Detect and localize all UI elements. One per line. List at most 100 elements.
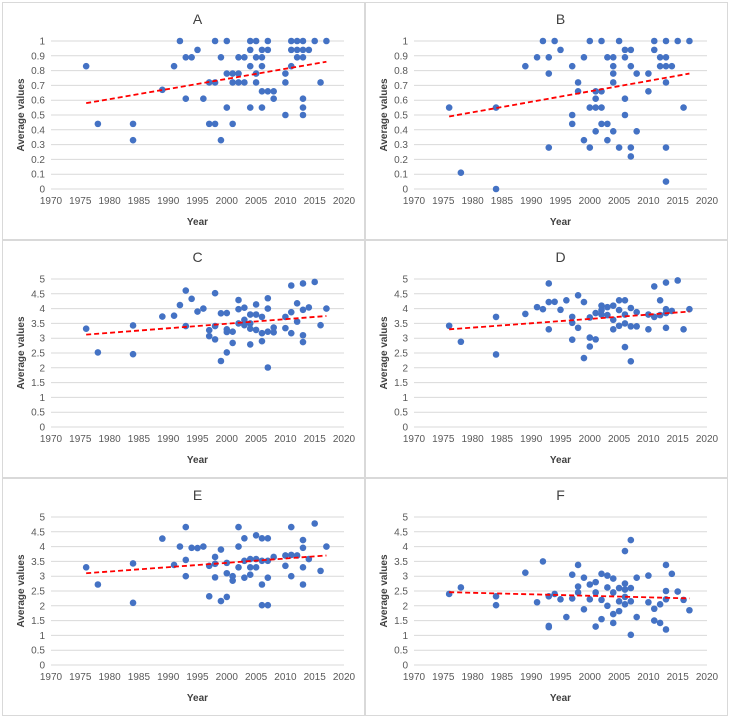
- data-point: [246, 311, 254, 318]
- data-point: [615, 607, 623, 615]
- data-point: [223, 349, 231, 356]
- scatter-chart-c: 0 0.5 1 1.5 2 2.5 3 3.5 4 4.5 5 1970 1975 1980 1985 199…: [16, 249, 356, 466]
- x-tick-label: 1990: [157, 434, 180, 445]
- x-tick-label: 1990: [520, 434, 543, 445]
- y-tick-label: 0.8: [31, 66, 45, 77]
- y-tick-label: 3: [39, 334, 45, 345]
- data-point: [235, 523, 242, 531]
- y-tick-label: 1: [402, 393, 408, 404]
- data-point: [264, 37, 272, 45]
- x-tick-label: 2015: [304, 196, 327, 207]
- trendline: [86, 554, 327, 575]
- chart-title: A: [193, 11, 203, 27]
- data-point: [129, 120, 137, 128]
- data-point: [217, 136, 225, 144]
- x-tick-label: 1970: [40, 196, 63, 207]
- y-tick-label: 4: [402, 542, 408, 553]
- y-tick-label: 0.5: [31, 646, 45, 657]
- data-point: [176, 37, 184, 45]
- y-tick-label: 4.5: [394, 289, 408, 300]
- x-tick-label: 2015: [667, 672, 690, 683]
- data-point: [492, 593, 500, 600]
- data-point: [159, 86, 166, 94]
- x-tick-label: 2000: [579, 196, 602, 207]
- trendline: [86, 315, 327, 336]
- data-point: [252, 301, 260, 308]
- data-point: [323, 37, 330, 45]
- y-tick-label: 0.5: [31, 408, 45, 419]
- data-point: [580, 298, 588, 306]
- data-point: [592, 336, 599, 343]
- data-point: [299, 53, 307, 61]
- y-tick-label: 2: [402, 601, 408, 612]
- x-tick-label: 2000: [216, 434, 239, 445]
- y-tick-label: 0.2: [394, 155, 408, 166]
- x-tick-label: 2005: [245, 672, 268, 683]
- chart-panel-b: 0 0.1 0.2 0.3 0.4 0.5 0.6 0.7 0.8 0.9 1 1970 1975 198…: [365, 2, 728, 240]
- data-point: [246, 37, 254, 45]
- y-tick-label: 4: [402, 304, 408, 315]
- data-point: [539, 558, 547, 565]
- data-point: [598, 615, 605, 623]
- y-tick-label: 2: [402, 363, 408, 374]
- data-point: [662, 53, 670, 61]
- data-point: [270, 95, 277, 103]
- data-point: [557, 46, 564, 54]
- y-tick-label: 0.4: [394, 125, 408, 136]
- data-point: [586, 343, 594, 350]
- data-point: [223, 559, 231, 567]
- data-point: [609, 610, 617, 618]
- data-point: [229, 339, 236, 347]
- data-point: [627, 153, 635, 160]
- data-point: [627, 631, 635, 639]
- data-point: [621, 343, 629, 351]
- data-point: [645, 70, 652, 77]
- x-tick-label: 2020: [696, 196, 719, 207]
- data-point: [282, 324, 289, 332]
- y-tick-label: 0.3: [394, 140, 408, 151]
- data-point: [299, 306, 307, 314]
- data-point: [258, 62, 266, 70]
- y-tick-label: 0.4: [31, 125, 45, 136]
- data-point: [258, 53, 266, 61]
- data-point: [293, 299, 301, 307]
- data-point: [287, 329, 295, 337]
- y-tick-label: 0.9: [394, 51, 408, 62]
- y-tick-label: 0: [402, 423, 408, 434]
- data-point: [270, 88, 277, 95]
- data-point: [299, 95, 307, 103]
- data-point: [621, 53, 629, 61]
- y-tick-label: 0: [39, 423, 45, 434]
- data-point: [686, 305, 693, 313]
- data-point: [574, 291, 582, 299]
- data-point: [299, 111, 307, 119]
- data-point: [621, 593, 629, 601]
- y-tick-label: 1: [39, 631, 45, 642]
- y-tick-label: 5: [402, 513, 408, 524]
- data-point: [662, 324, 670, 332]
- data-point: [615, 306, 623, 314]
- x-tick-label: 1995: [186, 672, 209, 683]
- data-point: [650, 617, 658, 624]
- data-point: [522, 310, 529, 318]
- data-point: [299, 581, 307, 588]
- data-point: [252, 37, 260, 45]
- data-point: [656, 62, 664, 70]
- data-point: [317, 321, 324, 329]
- data-point: [211, 336, 219, 343]
- x-tick-label: 1970: [40, 434, 63, 445]
- data-point: [609, 62, 617, 70]
- x-tick-label: 1990: [520, 672, 543, 683]
- data-point: [592, 309, 599, 317]
- data-point: [182, 53, 190, 61]
- data-point: [609, 127, 617, 135]
- data-point: [598, 104, 605, 111]
- data-point: [82, 564, 90, 571]
- y-tick-label: 0.5: [394, 408, 408, 419]
- y-tick-label: 3.5: [394, 319, 408, 330]
- x-tick-label: 1985: [491, 434, 514, 445]
- data-point: [282, 562, 289, 570]
- chart-title: B: [556, 11, 565, 27]
- data-point: [492, 351, 500, 358]
- data-point: [592, 88, 599, 95]
